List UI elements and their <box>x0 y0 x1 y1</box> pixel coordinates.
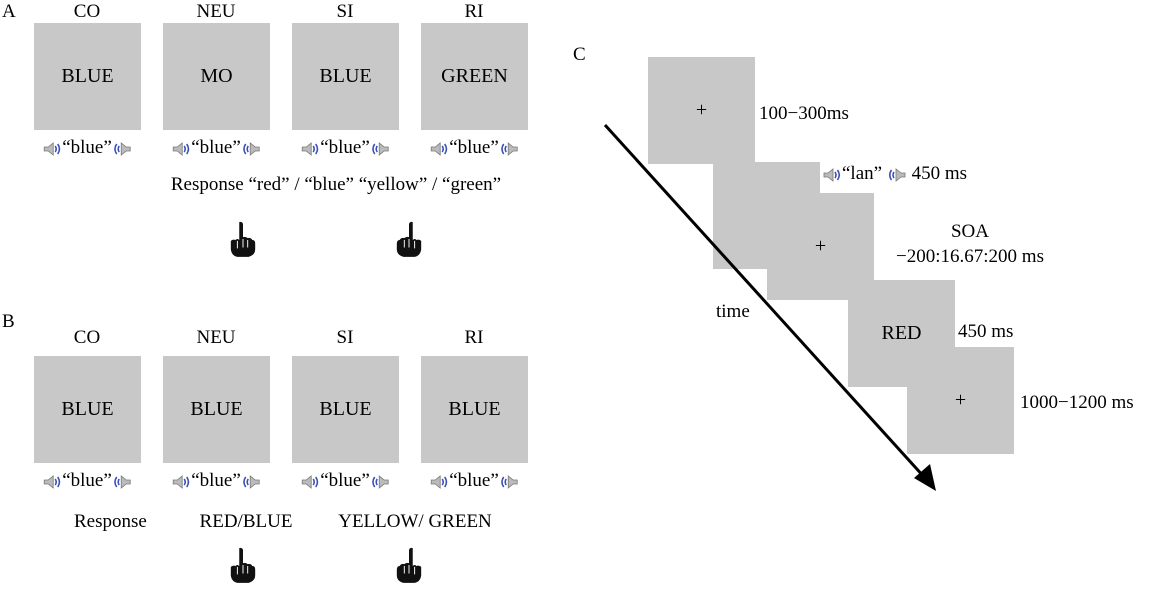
duration-label: 450 ms <box>958 321 1014 342</box>
fixation-cross: + <box>695 99 708 121</box>
stimulus-box: BLUE <box>163 356 270 463</box>
audio-cue: “blue” <box>300 137 390 159</box>
audio-cue: “lan” 450 ms <box>822 163 967 185</box>
audio-word: “blue” <box>191 137 241 158</box>
panel-b-label: B <box>2 311 15 332</box>
condition-label: RI <box>464 327 484 348</box>
audio-word: “blue” <box>62 137 112 158</box>
audio-cue: “blue” <box>171 137 261 159</box>
fixation-cross: + <box>814 235 827 257</box>
fixation-screen: + <box>907 347 1014 454</box>
panel-c-label: C <box>573 44 586 65</box>
audio-word: “lan” <box>842 163 883 184</box>
fixation-cross: + <box>954 389 967 411</box>
stimulus-box: MO <box>163 23 270 130</box>
stimulus-box: BLUE <box>292 23 399 130</box>
soa-label: SOA <box>950 221 990 242</box>
condition-label: NEU <box>196 1 236 22</box>
audio-cue: “blue” <box>300 470 390 492</box>
audio-cue: “blue” <box>429 470 519 492</box>
condition-label: NEU <box>196 327 236 348</box>
audio-cue: “blue” <box>429 137 519 159</box>
duration-label: 1000−1200 ms <box>1020 392 1134 413</box>
stimulus-box: BLUE <box>292 356 399 463</box>
condition-label: SI <box>336 327 354 348</box>
audio-word: “blue” <box>449 470 499 491</box>
audio-word: “blue” <box>320 470 370 491</box>
response-label: Response <box>74 511 147 532</box>
stimulus-box: BLUE <box>34 23 141 130</box>
audio-word: “blue” <box>62 470 112 491</box>
stimulus-box: BLUE <box>421 356 528 463</box>
condition-label: RI <box>464 1 484 22</box>
response-instruction: Response “red” / “blue” “yellow” / “gree… <box>170 174 502 195</box>
condition-label: CO <box>73 1 101 22</box>
response-left: RED/BLUE <box>199 511 293 532</box>
duration-label: 100−300ms <box>759 103 849 124</box>
stimulus-box: GREEN <box>421 23 528 130</box>
audio-word: “blue” <box>320 137 370 158</box>
condition-label: CO <box>73 327 101 348</box>
time-label: time <box>716 301 750 322</box>
fixation-screen: + <box>648 57 755 164</box>
soa-value: −200:16.67:200 ms <box>896 246 1044 267</box>
audio-word: “blue” <box>449 137 499 158</box>
panel-a-label: A <box>2 1 16 22</box>
audio-cue: “blue” <box>42 470 132 492</box>
audio-word: “blue” <box>191 470 241 491</box>
audio-cue: “blue” <box>171 470 261 492</box>
response-right: YELLOW/ GREEN <box>338 511 492 532</box>
duration-label: 450 ms <box>911 163 968 184</box>
color-word: RED <box>881 322 922 344</box>
stimulus-box: BLUE <box>34 356 141 463</box>
condition-label: SI <box>336 1 354 22</box>
audio-cue: “blue” <box>42 137 132 159</box>
